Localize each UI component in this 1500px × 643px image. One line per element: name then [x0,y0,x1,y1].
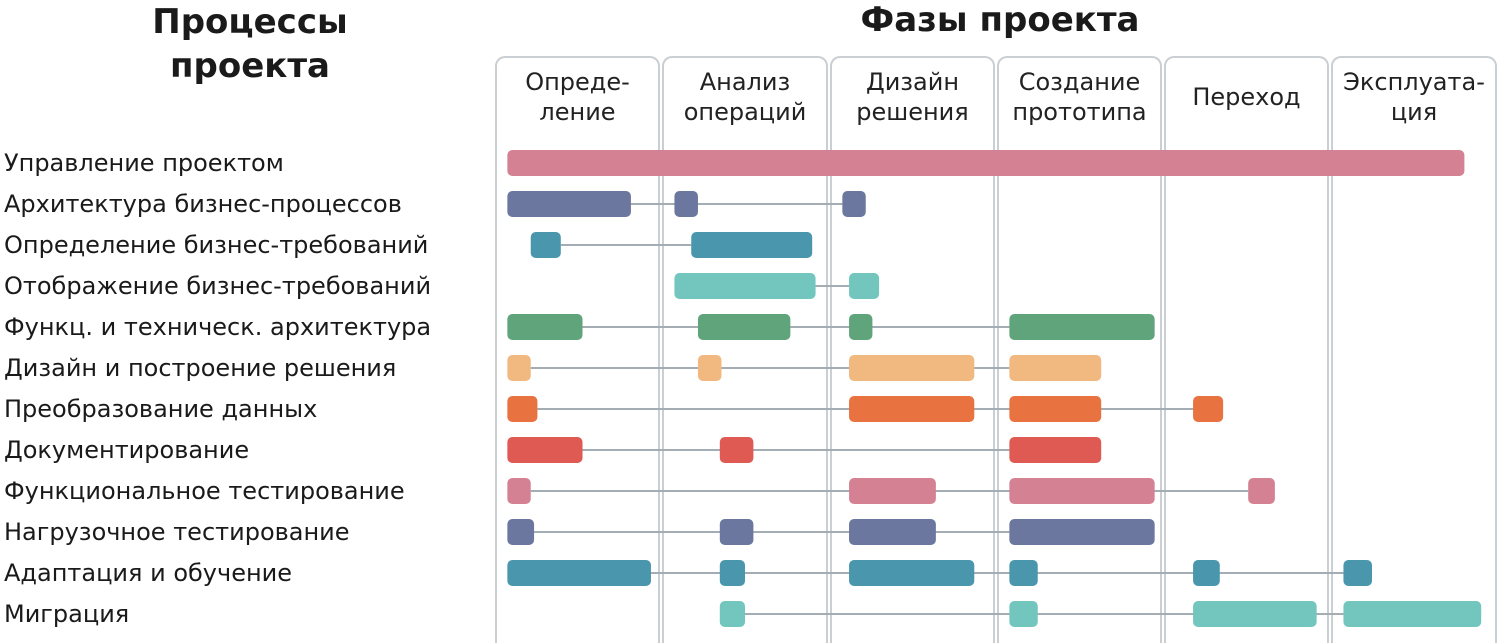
process-bar [719,560,745,586]
process-bar [697,314,791,340]
process-bar [507,314,583,340]
process-bar [507,396,538,422]
process-bar [1343,601,1482,627]
process-bar [1009,560,1038,586]
process-label: Миграция [4,600,130,628]
process-label: Нагрузочное тестирование [4,518,350,546]
process-label: Документирование [4,436,250,464]
process-bar [1248,478,1275,504]
process-bar [1009,396,1102,422]
process-bar [1009,519,1155,545]
process-bar [697,355,722,381]
process-bar [1009,437,1102,463]
process-bar [1009,314,1155,340]
process-bar [1009,355,1102,381]
process-bar [507,478,531,504]
processes-title: Процессы проекта [150,0,350,88]
process-bar [691,232,813,258]
process-bar [507,191,631,217]
process-bar [849,396,975,422]
process-label: Функциональное тестирование [4,477,405,505]
process-bar [507,560,651,586]
process-bar [849,355,975,381]
process-label: Архитектура бизнес-процессов [4,190,402,218]
process-label: Функц. и техническ. архитектура [4,313,432,341]
phase-label: Эксплуата- ция [1343,68,1485,126]
process-bar [849,478,936,504]
processes-title-line1: Процессы [152,2,348,42]
process-bar [507,437,583,463]
process-bar [674,191,698,217]
process-bar [1193,601,1317,627]
process-bar [507,150,1465,176]
process-label: Определение бизнес-требований [4,231,429,259]
process-bar [507,355,531,381]
process-bar [1193,396,1224,422]
phases-title: Фазы проекта [860,0,1140,40]
process-bar [674,273,816,299]
process-bar [719,437,754,463]
processes-title-line2: проекта [170,46,330,86]
process-label: Дизайн и построение решения [4,354,397,382]
phase-label: Переход [1192,83,1301,111]
process-bar [849,519,936,545]
phase-label: Опреде- ление [525,68,630,126]
process-bar [530,232,561,258]
process-bar [849,560,975,586]
process-bar [507,519,535,545]
process-label: Отображение бизнес-требований [4,272,432,300]
process-bar [719,519,754,545]
process-bar [1009,601,1038,627]
phase-label: Дизайн решения [856,68,969,126]
process-label: Управление проектом [4,149,284,177]
process-label: Преобразование данных [4,395,318,423]
process-bar [719,601,745,627]
process-bar [842,191,866,217]
process-label: Адаптация и обучение [4,559,293,587]
process-bar [849,314,873,340]
process-bar [1343,560,1372,586]
phase-label: Анализ операций [683,68,807,126]
phase-label: Создание прототипа [1012,68,1147,126]
process-bar [1009,478,1155,504]
process-bar [849,273,880,299]
process-bar [1193,560,1220,586]
